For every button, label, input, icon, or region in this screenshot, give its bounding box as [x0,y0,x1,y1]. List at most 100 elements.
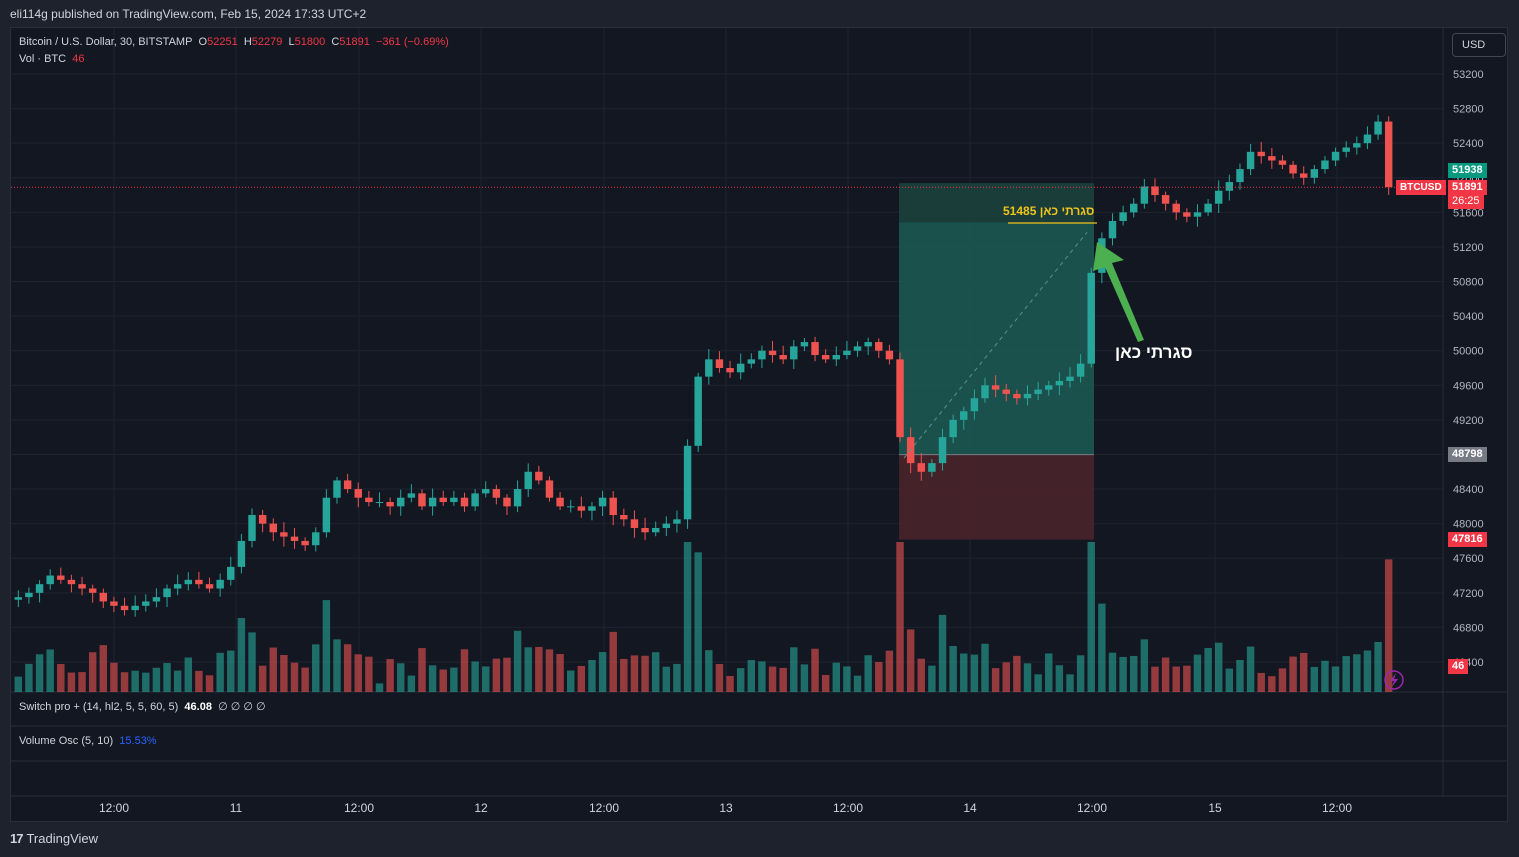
candle-body [492,489,501,498]
candle-body [439,497,447,503]
candle-body [450,497,458,503]
ohlc-high-label: H [243,36,252,48]
volume-bar [853,675,862,692]
candle-body [1002,389,1010,394]
candle-body [1034,389,1042,394]
candle-body [917,463,925,472]
candle-body [248,515,256,541]
volume-bar [843,666,851,692]
volume-bar [35,654,44,692]
volume-bar [1172,666,1180,692]
volume-bar [906,629,915,692]
candle-body [375,502,384,504]
candle-body [78,584,86,589]
price-tick-label: 47600 [1453,553,1484,565]
volume-bar [386,659,394,692]
switch-pro-legend[interactable]: Switch pro + (14, hl2, 5, 5, 60, 5) 46.0… [19,700,266,713]
countdown-badge: 26:25 [1448,194,1484,209]
candle-body [195,579,203,585]
volume-bar [779,667,787,692]
candle-body [1384,121,1393,188]
volume-bar [1268,676,1276,692]
symbol-title[interactable]: Bitcoin / U.S. Dollar, 30, BITSTAMP [19,36,193,48]
volume-bar [152,667,161,692]
current-price-badge: 51891 [1448,180,1487,195]
volume-bar [1076,655,1085,692]
candle-body [1310,169,1319,178]
price-tick-label: 52400 [1453,138,1484,150]
volume-bar [917,658,925,692]
switch-pro-label: Switch pro + (14, hl2, 5, 5, 60, 5) [19,701,179,713]
candle-body [1246,151,1255,170]
stop-price-badge: 47816 [1448,532,1487,547]
entry-note-label[interactable]: 51485 סגרתי כאן [1003,204,1095,218]
volume-bar [694,552,702,692]
volume-bar [460,649,469,692]
candle-body [928,463,936,472]
volume-bar [885,650,894,692]
ohlc-open-label: O [198,36,208,48]
price-tick-label: 46800 [1453,622,1484,634]
tradingview-logo-icon: 17 [10,831,24,846]
candle-body [938,437,947,464]
volume-legend[interactable]: Vol · BTC 46 [19,53,84,65]
candle-body [407,493,416,498]
chart-canvas[interactable]: 5320052800524005200051600512005080050400… [11,28,1508,822]
candle-body [142,601,150,606]
volume-bar [407,675,416,692]
candle-body [354,489,362,498]
time-tick-label: 12:00 [344,801,374,815]
candle-body [588,506,596,511]
volume-bar [354,654,362,692]
candle-body [768,350,777,356]
volume-bar [471,661,479,692]
volume-osc-label: Volume Osc (5, 10) [19,735,114,747]
volume-bar [726,675,734,692]
volume-bar [970,654,979,692]
ohlc-change: −361 (−0.69%) [376,36,449,48]
candle-body [57,575,65,580]
volume-bar [673,663,681,692]
candle-body [736,363,745,373]
candle-body [800,342,809,347]
profit-zone [899,222,1094,455]
candle-body [875,342,883,351]
volume-bar [790,647,798,692]
time-tick-label: 12:00 [833,801,863,815]
candle-body [152,597,161,602]
time-tick-label: 12:00 [589,801,619,815]
ohlc-open-value: 52251 [207,36,238,48]
volume-bar [705,650,713,692]
volume-bar [609,631,617,692]
currency-button[interactable]: USD [1452,33,1506,57]
volume-bar [248,632,256,692]
volume-bar [1161,657,1170,692]
volume-bar [375,683,384,692]
candle-body [301,540,309,546]
volume-bar [258,665,267,692]
volume-bar [1257,672,1265,692]
symbol-legend[interactable]: Bitcoin / U.S. Dollar, 30, BITSTAMP O522… [19,36,449,48]
volume-osc-legend[interactable]: Volume Osc (5, 10) 15.53% [19,735,157,747]
footer-brand[interactable]: 17 TradingView [10,831,98,846]
candle-body [397,497,405,507]
candle-body [683,445,692,520]
candle-body [535,471,543,481]
volume-bar [747,660,756,692]
volume-bar [131,670,139,692]
chart-frame[interactable]: 53200 52800 52400 52000 51600 51200 50800 50400… [10,27,1508,822]
volume-bar [758,661,766,692]
candle-body [280,532,288,537]
arrow-note-label[interactable]: סגרתי כאן [1115,343,1193,362]
volume-bar [1289,656,1297,692]
volume-bar [322,600,331,692]
candle-body [25,592,33,598]
candle-body [970,398,979,412]
ohlc-close-label: C [331,36,340,48]
volume-bar [1204,647,1212,692]
time-tick-label: 15 [1208,801,1222,815]
volume-bar [832,662,841,692]
candle-body [1268,156,1276,161]
volume-bar [482,666,490,692]
candle-body [715,359,724,368]
